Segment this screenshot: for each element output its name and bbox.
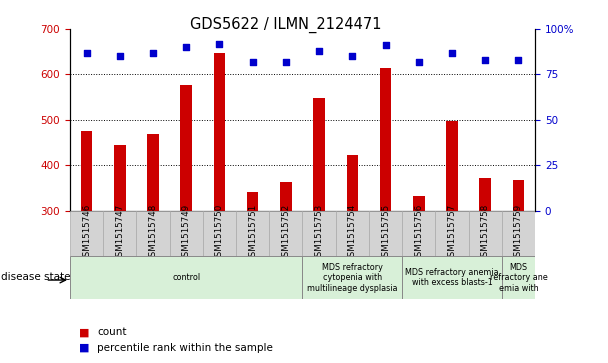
Bar xyxy=(269,211,302,256)
Bar xyxy=(103,211,136,256)
Bar xyxy=(402,256,502,299)
Point xyxy=(115,53,125,59)
Text: GSM1515748: GSM1515748 xyxy=(148,204,157,262)
Text: GSM1515757: GSM1515757 xyxy=(447,204,457,262)
Point xyxy=(148,50,158,56)
Bar xyxy=(147,134,159,211)
Bar xyxy=(170,211,203,256)
Text: ■: ■ xyxy=(79,343,89,353)
Bar xyxy=(380,68,392,211)
Bar xyxy=(81,131,92,211)
Point xyxy=(414,59,424,65)
Text: percentile rank within the sample: percentile rank within the sample xyxy=(97,343,273,353)
Text: GSM1515755: GSM1515755 xyxy=(381,204,390,262)
Text: GSM1515747: GSM1515747 xyxy=(116,204,124,262)
Point xyxy=(215,41,224,46)
Text: MDS refractory
cytopenia with
multilineage dysplasia: MDS refractory cytopenia with multilinea… xyxy=(307,263,398,293)
Bar xyxy=(203,211,236,256)
Point xyxy=(181,44,191,50)
Text: ■: ■ xyxy=(79,327,89,337)
Bar xyxy=(313,98,325,211)
Bar xyxy=(413,196,424,211)
Bar xyxy=(136,211,170,256)
Bar xyxy=(280,182,292,211)
Bar xyxy=(502,256,535,299)
Text: GSM1515750: GSM1515750 xyxy=(215,204,224,262)
Point xyxy=(314,48,324,54)
Bar xyxy=(347,155,358,211)
Bar xyxy=(213,53,225,211)
Point xyxy=(81,50,91,56)
Bar xyxy=(302,256,402,299)
Point xyxy=(447,50,457,56)
Bar xyxy=(302,211,336,256)
Text: MDS refractory anemia
with excess blasts-1: MDS refractory anemia with excess blasts… xyxy=(405,268,499,287)
Text: GSM1515749: GSM1515749 xyxy=(182,204,191,262)
Text: GSM1515756: GSM1515756 xyxy=(414,204,423,262)
Bar xyxy=(236,211,269,256)
Point xyxy=(347,53,357,59)
Point xyxy=(248,59,258,65)
Point xyxy=(381,42,390,48)
Bar xyxy=(369,211,402,256)
Point xyxy=(480,57,490,63)
Bar xyxy=(181,85,192,211)
Point xyxy=(281,59,291,65)
Bar xyxy=(336,211,369,256)
Bar xyxy=(402,211,435,256)
Bar xyxy=(502,211,535,256)
Bar xyxy=(70,211,103,256)
Point xyxy=(514,57,523,63)
Bar xyxy=(469,211,502,256)
Text: GSM1515759: GSM1515759 xyxy=(514,204,523,262)
Bar xyxy=(479,178,491,211)
Bar xyxy=(114,145,126,211)
Bar xyxy=(247,192,258,211)
Text: count: count xyxy=(97,327,127,337)
Bar xyxy=(70,256,302,299)
Bar xyxy=(446,121,458,211)
Text: disease state: disease state xyxy=(1,272,71,282)
Text: GSM1515752: GSM1515752 xyxy=(282,204,291,262)
Text: GSM1515751: GSM1515751 xyxy=(248,204,257,262)
Text: GSM1515753: GSM1515753 xyxy=(314,204,323,262)
Text: GSM1515754: GSM1515754 xyxy=(348,204,357,262)
Text: control: control xyxy=(172,273,200,282)
Text: GSM1515746: GSM1515746 xyxy=(82,204,91,262)
Text: GSM1515758: GSM1515758 xyxy=(481,204,489,262)
Bar xyxy=(513,180,524,211)
Text: MDS
refractory ane
emia with: MDS refractory ane emia with xyxy=(489,263,547,293)
Text: GDS5622 / ILMN_2124471: GDS5622 / ILMN_2124471 xyxy=(190,16,381,33)
Bar xyxy=(435,211,469,256)
